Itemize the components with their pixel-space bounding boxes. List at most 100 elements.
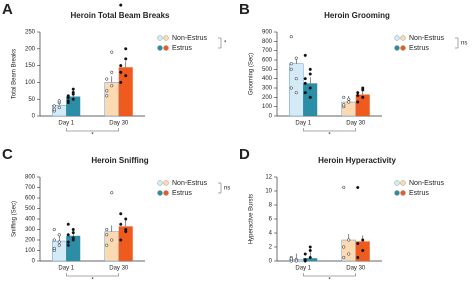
data-point — [119, 238, 123, 242]
y-tick-label: 10 — [265, 189, 272, 195]
day-bracket — [303, 128, 356, 132]
data-point — [361, 88, 365, 92]
data-point — [294, 259, 298, 263]
data-point — [119, 222, 123, 226]
legend-icon — [163, 45, 169, 51]
data-point — [347, 238, 351, 242]
data-point — [66, 243, 70, 247]
data-point — [342, 95, 346, 99]
data-point — [308, 72, 312, 76]
y-tick-label: 900 — [262, 30, 273, 36]
data-point — [57, 106, 61, 110]
y-axis-label: Sniffing (Sec) — [12, 201, 18, 237]
y-tick-label: 2 — [269, 245, 273, 251]
data-point — [57, 233, 61, 237]
y-tick-label: 200 — [25, 46, 36, 52]
day-bracket — [303, 273, 356, 277]
legend-icon — [157, 35, 163, 41]
data-point — [289, 35, 293, 39]
y-tick-label: 6 — [269, 217, 273, 223]
data-point — [124, 47, 128, 51]
bar — [355, 94, 370, 116]
data-point — [361, 238, 365, 242]
data-point — [110, 50, 114, 54]
bar — [303, 258, 318, 261]
y-axis-label: Hyperactive Bursts — [249, 194, 255, 244]
data-point — [119, 80, 123, 84]
legend-icon — [157, 190, 163, 196]
y-tick-label: 50 — [28, 97, 35, 103]
legend-icon — [394, 45, 400, 51]
data-point — [356, 93, 360, 98]
legend-bracket — [218, 37, 222, 49]
data-point — [66, 240, 70, 244]
data-point — [308, 67, 312, 71]
bar — [104, 82, 119, 117]
data-point — [289, 62, 293, 66]
data-point — [124, 74, 128, 78]
data-point — [71, 87, 75, 91]
data-point — [289, 257, 293, 261]
data-point — [57, 99, 61, 103]
data-point — [294, 77, 298, 81]
legend-bracket — [455, 37, 459, 49]
data-point — [308, 95, 312, 99]
y-tick-label: 200 — [25, 238, 36, 244]
y-axis-label: Grooming (Sec) — [249, 53, 255, 95]
data-point — [356, 255, 360, 260]
chart-title: Heroin Total Beam Breaks — [71, 11, 171, 20]
data-point — [66, 222, 70, 226]
data-point — [71, 97, 75, 101]
legend-annotation: * — [224, 41, 227, 47]
data-point — [71, 231, 75, 235]
legend-label: Estrus — [409, 45, 429, 52]
data-point — [66, 95, 70, 100]
data-point — [71, 92, 75, 96]
data-point — [342, 103, 346, 107]
y-tick-label: 12 — [265, 175, 272, 181]
day-annotation: * — [328, 133, 331, 139]
data-point — [124, 57, 128, 61]
y-tick-label: 500 — [262, 67, 273, 73]
data-point — [119, 3, 123, 7]
y-tick-label: 500 — [25, 206, 36, 212]
legend-label: Non-Estrus — [172, 35, 208, 42]
data-point — [303, 252, 307, 256]
panel-letter: B — [239, 1, 250, 18]
y-tick-label: 0 — [269, 259, 273, 265]
y-tick-label: 800 — [25, 175, 36, 181]
data-point — [303, 91, 307, 95]
legend-icon — [163, 180, 169, 186]
data-point — [356, 185, 360, 190]
data-point — [119, 64, 123, 68]
legend-icon — [394, 190, 400, 196]
data-point — [110, 238, 114, 242]
legend-label: Non-Estrus — [409, 180, 445, 187]
legend-icon — [400, 180, 406, 186]
y-tick-label: 100 — [262, 104, 273, 110]
data-point — [110, 70, 114, 74]
data-point — [105, 94, 109, 98]
legend-label: Estrus — [409, 190, 429, 197]
data-point — [52, 246, 56, 250]
panel-letter: D — [239, 146, 250, 163]
data-point — [347, 252, 351, 256]
data-point — [71, 236, 75, 240]
legend-annotation: ns — [461, 41, 467, 47]
data-point — [105, 227, 109, 232]
y-tick-label: 100 — [25, 80, 36, 86]
data-point — [303, 53, 307, 57]
data-point — [110, 191, 114, 195]
legend-icon — [157, 180, 163, 186]
data-point — [124, 217, 128, 221]
legend-bracket — [218, 182, 222, 194]
panel-letter: A — [2, 1, 13, 18]
data-point — [303, 77, 307, 81]
data-point — [119, 70, 123, 74]
data-point — [356, 100, 360, 104]
bar — [118, 67, 133, 116]
x-tick-label: Day 1 — [295, 121, 311, 127]
x-tick-label: Day 1 — [58, 121, 74, 127]
panel-letter: C — [2, 146, 13, 163]
